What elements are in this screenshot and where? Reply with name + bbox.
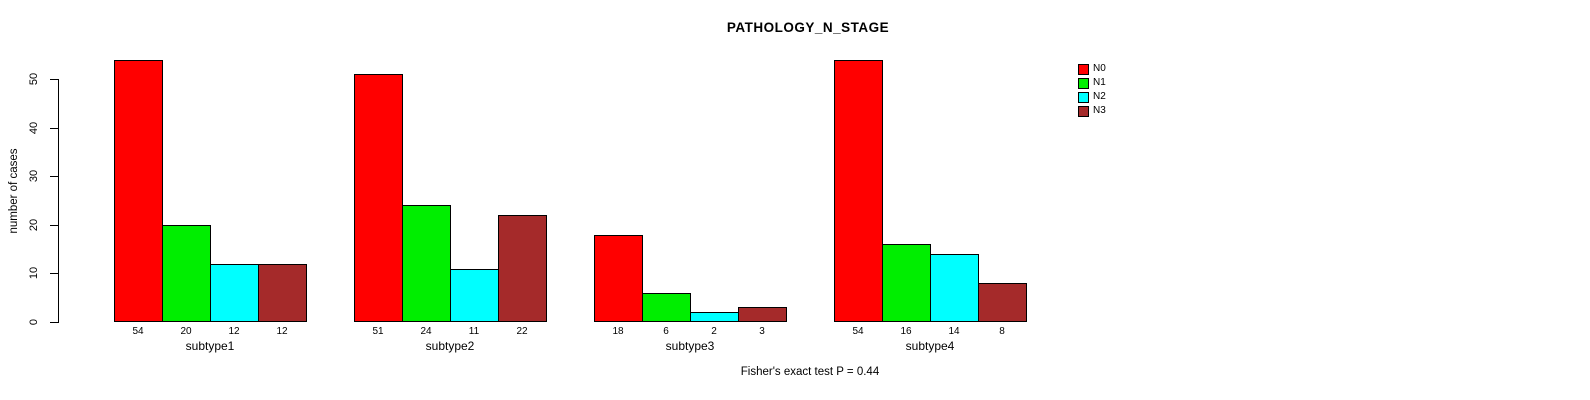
bar-n0-subtype3 xyxy=(594,235,643,322)
y-tick-label: 50 xyxy=(28,72,40,86)
y-axis-tick xyxy=(50,79,58,80)
bar-n3-subtype2 xyxy=(498,215,547,322)
category-label-subtype4: subtype4 xyxy=(905,339,955,353)
category-label-subtype3: subtype3 xyxy=(665,339,715,353)
bar-value-label: 54 xyxy=(132,326,144,337)
y-axis-label: number of cases xyxy=(8,148,20,234)
bar-value-label: 14 xyxy=(948,326,960,337)
y-axis-tick xyxy=(50,127,58,129)
bar-value-label: 12 xyxy=(276,326,288,337)
chart-title: PATHOLOGY_N_STAGE xyxy=(726,20,890,35)
y-tick-label: 30 xyxy=(28,170,40,183)
bar-value-label: 12 xyxy=(228,326,240,337)
bar-n1-subtype4 xyxy=(882,244,931,322)
bar-n3-subtype4 xyxy=(978,283,1027,322)
legend-swatch-n2 xyxy=(1078,92,1089,103)
bar-value-label: 24 xyxy=(420,326,432,337)
bar-n3-subtype1 xyxy=(258,264,307,322)
category-label-subtype1: subtype1 xyxy=(185,339,235,353)
bar-n2-subtype2 xyxy=(450,269,499,322)
bar-n1-subtype1 xyxy=(162,225,211,322)
bar-value-label: 8 xyxy=(999,326,1005,337)
y-axis-tick xyxy=(50,273,58,275)
bar-value-label: 54 xyxy=(852,326,864,337)
bar-value-label: 16 xyxy=(900,326,912,337)
bar-value-label: 51 xyxy=(372,326,384,337)
legend-label-n1: N1 xyxy=(1093,77,1106,88)
legend-label-n0: N0 xyxy=(1093,63,1106,74)
bar-n2-subtype4 xyxy=(930,254,979,322)
fisher-test-annotation: Fisher's exact test P = 0.44 xyxy=(740,366,880,378)
bar-value-label: 2 xyxy=(711,326,717,337)
bar-n1-subtype3 xyxy=(642,293,691,322)
bar-n1-subtype2 xyxy=(402,205,451,322)
bar-n0-subtype1 xyxy=(114,60,163,322)
bar-n0-subtype4 xyxy=(834,60,883,322)
y-axis-line xyxy=(58,79,59,323)
bar-value-label: 18 xyxy=(612,326,624,337)
y-tick-label: 10 xyxy=(28,267,40,280)
legend-swatch-n1 xyxy=(1078,78,1089,89)
y-axis-tick xyxy=(50,224,58,226)
bar-value-label: 20 xyxy=(180,326,192,337)
bar-n2-subtype1 xyxy=(210,264,259,322)
bar-n0-subtype2 xyxy=(354,74,403,322)
y-axis-tick xyxy=(50,176,58,178)
y-tick-label: 40 xyxy=(28,121,40,134)
bar-value-label: 6 xyxy=(663,326,669,337)
y-tick-label: 20 xyxy=(28,218,40,231)
bar-value-label: 22 xyxy=(516,326,528,337)
bar-n2-subtype3 xyxy=(690,312,739,322)
legend-label-n3: N3 xyxy=(1093,105,1106,116)
y-tick-label: 0 xyxy=(28,318,40,326)
bar-n3-subtype3 xyxy=(738,307,787,322)
bar-value-label: 3 xyxy=(759,326,765,337)
bar-value-label: 11 xyxy=(468,326,480,337)
legend-label-n2: N2 xyxy=(1093,91,1106,102)
category-label-subtype2: subtype2 xyxy=(425,339,475,353)
y-axis-tick xyxy=(50,322,58,323)
legend-swatch-n3 xyxy=(1078,106,1089,117)
legend-swatch-n0 xyxy=(1078,64,1089,75)
